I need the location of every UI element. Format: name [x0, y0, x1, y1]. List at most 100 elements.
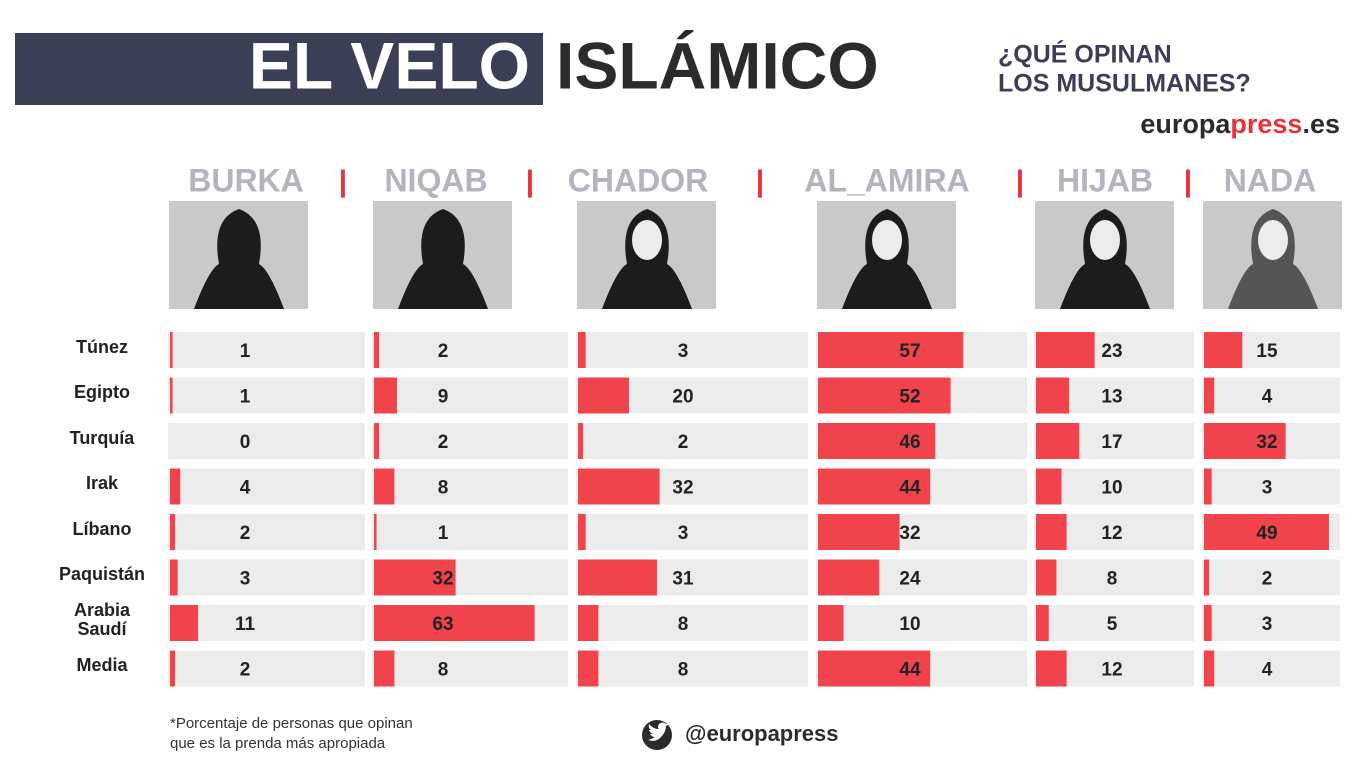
bar: [374, 423, 380, 459]
cell: [1202, 559, 1340, 596]
value-label: 1: [438, 523, 449, 544]
bar: [818, 605, 844, 641]
cell: [372, 514, 568, 550]
chart-title: EL VELO: [249, 28, 530, 102]
cell: [1034, 605, 1194, 641]
bar: [1036, 423, 1080, 459]
cell: [168, 514, 365, 550]
category-label: Túnez: [76, 336, 128, 357]
value-label: 3: [678, 523, 689, 544]
face: [872, 220, 902, 260]
cell: [168, 650, 365, 687]
value-label: 5: [1107, 614, 1118, 635]
cell: [1034, 559, 1194, 596]
value-label: 10: [899, 614, 920, 635]
cell: [1202, 605, 1340, 641]
category-label: Líbano: [72, 518, 132, 539]
value-label: 12: [1101, 523, 1122, 544]
bar: [1036, 650, 1067, 687]
value-label: 3: [240, 569, 251, 590]
bar: [170, 559, 178, 596]
cell: [372, 332, 568, 368]
brand-part: press: [1230, 109, 1302, 139]
cell: [1202, 650, 1340, 687]
bar: [578, 605, 599, 641]
twitter-handle: @europapress: [685, 721, 839, 746]
cell: [576, 332, 808, 368]
value-label: 3: [678, 341, 689, 362]
bar: [1036, 377, 1070, 414]
value-label: 52: [899, 387, 920, 408]
value-label: 9: [438, 387, 449, 408]
cell: [168, 423, 365, 459]
chart-title: ISLÁMICO: [556, 28, 879, 102]
cell: [372, 468, 568, 505]
title-box: [15, 33, 543, 105]
bar: [170, 468, 181, 505]
value-label: 2: [438, 341, 449, 362]
bar: [1204, 514, 1329, 550]
bar: [170, 605, 199, 641]
face: [428, 220, 458, 260]
category-label: Paquistán: [58, 564, 146, 584]
bar: [818, 377, 951, 414]
value-label: 1: [240, 387, 251, 408]
value-label: 44: [899, 478, 921, 499]
value-label: 4: [240, 478, 251, 499]
bar: [374, 468, 395, 505]
value-label: 20: [672, 387, 693, 408]
bar: [1204, 605, 1212, 641]
value-label: 24: [899, 569, 921, 590]
value-label: 15: [1256, 341, 1278, 362]
bar: [1036, 559, 1057, 596]
value-label: 2: [240, 523, 251, 544]
bar: [818, 559, 880, 596]
bar: [818, 423, 936, 459]
value-label: 8: [438, 660, 449, 681]
subtitle: LOS MUSULMANES?: [998, 70, 1251, 98]
value-label: 23: [1101, 341, 1122, 362]
value-label: 3: [1262, 478, 1273, 499]
cell: [168, 377, 365, 414]
column-header: CHADOR: [568, 162, 708, 198]
value-label: 46: [899, 432, 920, 453]
value-label: 17: [1101, 432, 1122, 453]
value-label: 49: [1256, 523, 1277, 544]
bar: [818, 650, 931, 687]
column-header: NIQAB: [384, 162, 487, 198]
value-label: 13: [1101, 387, 1122, 408]
separator: |: [526, 165, 534, 198]
value-label: 8: [438, 478, 449, 499]
face: [632, 220, 662, 260]
bar: [1204, 332, 1243, 368]
value-label: 32: [899, 523, 920, 544]
value-label: 57: [899, 341, 920, 362]
bar: [818, 514, 900, 550]
bar: [1204, 468, 1212, 505]
value-label: 2: [438, 432, 449, 453]
bar: [1204, 377, 1215, 414]
bar: [818, 468, 931, 505]
cell: [1202, 468, 1340, 505]
cell: [372, 377, 568, 414]
separator: |: [756, 165, 764, 198]
bar: [1204, 559, 1210, 596]
bar: [578, 377, 629, 414]
silhouette: [194, 209, 284, 309]
column-header: AL_AMIRA: [804, 162, 969, 198]
value-label: 31: [672, 569, 694, 590]
column-header: NADA: [1224, 162, 1316, 198]
cell: [1202, 377, 1340, 414]
cell: [576, 423, 808, 459]
cell: [168, 332, 365, 368]
bar: [818, 332, 964, 368]
value-label: 2: [678, 432, 689, 453]
cell: [576, 650, 808, 687]
value-label: 4: [1262, 387, 1273, 408]
bar: [170, 332, 173, 368]
value-label: 10: [1101, 478, 1122, 499]
value-label: 1: [240, 341, 251, 362]
separator: |: [1016, 165, 1024, 198]
